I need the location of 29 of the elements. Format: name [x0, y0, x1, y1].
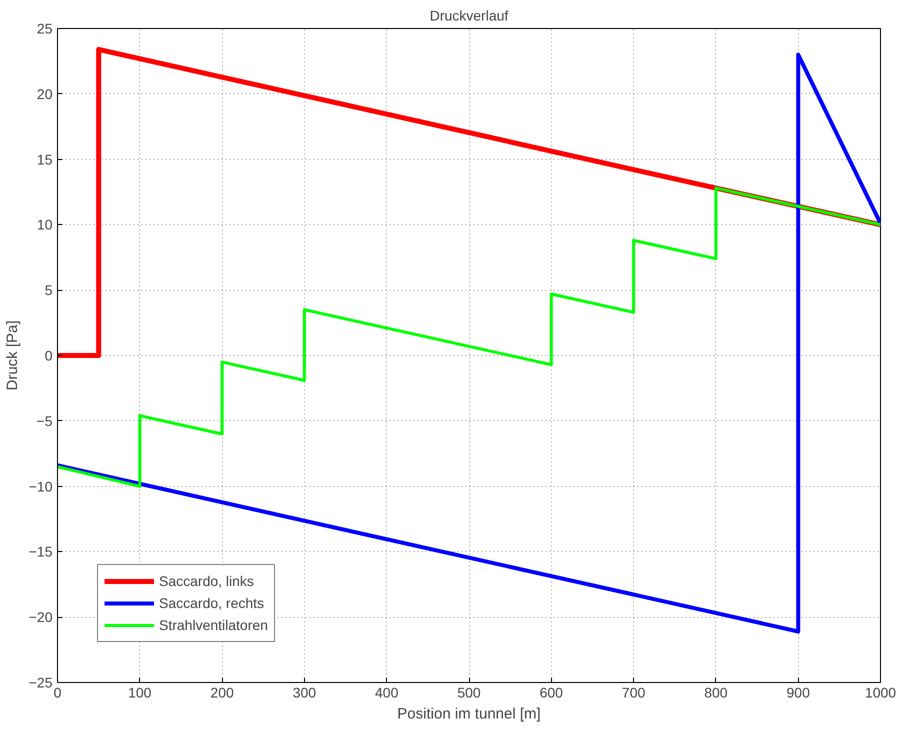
y-tick-label: −15 [28, 544, 53, 560]
chart-title: Druckverlauf [430, 8, 508, 24]
y-tick-label: −20 [28, 609, 53, 626]
x-tick-label: 200 [210, 684, 234, 700]
y-tick-label: 25 [36, 20, 53, 36]
y-axis-title: Druck [Pa] [4, 320, 21, 391]
x-tick-label: 500 [457, 684, 481, 700]
x-tick-label: 1000 [864, 684, 896, 700]
x-tick-label: 300 [292, 684, 316, 700]
x-tick-label: 800 [704, 684, 728, 700]
line-series [58, 186, 880, 488]
y-tick-label: 20 [36, 86, 53, 102]
y-tick-label: 10 [36, 216, 53, 233]
x-axis-title: Position im tunnel [m] [397, 706, 541, 722]
x-tick-label: 100 [128, 684, 152, 700]
x-tick-label: 700 [622, 684, 646, 700]
x-tick-label: 600 [540, 684, 564, 700]
legend-label: Strahlventilatoren [159, 617, 268, 633]
line-series [58, 52, 880, 634]
y-tick-label: −25 [28, 674, 53, 690]
y-tick-label: 15 [36, 151, 53, 168]
y-tick-label: 0 [44, 348, 53, 364]
x-tick-label: 400 [375, 684, 399, 700]
x-tick-label: 900 [786, 684, 810, 700]
y-tick-label: −5 [36, 412, 53, 429]
legend-label: Saccardo, links [159, 573, 254, 589]
y-tick-label: 5 [44, 282, 53, 298]
legend-label: Saccardo, rechts [159, 595, 264, 611]
y-tick-label: −10 [28, 478, 53, 494]
